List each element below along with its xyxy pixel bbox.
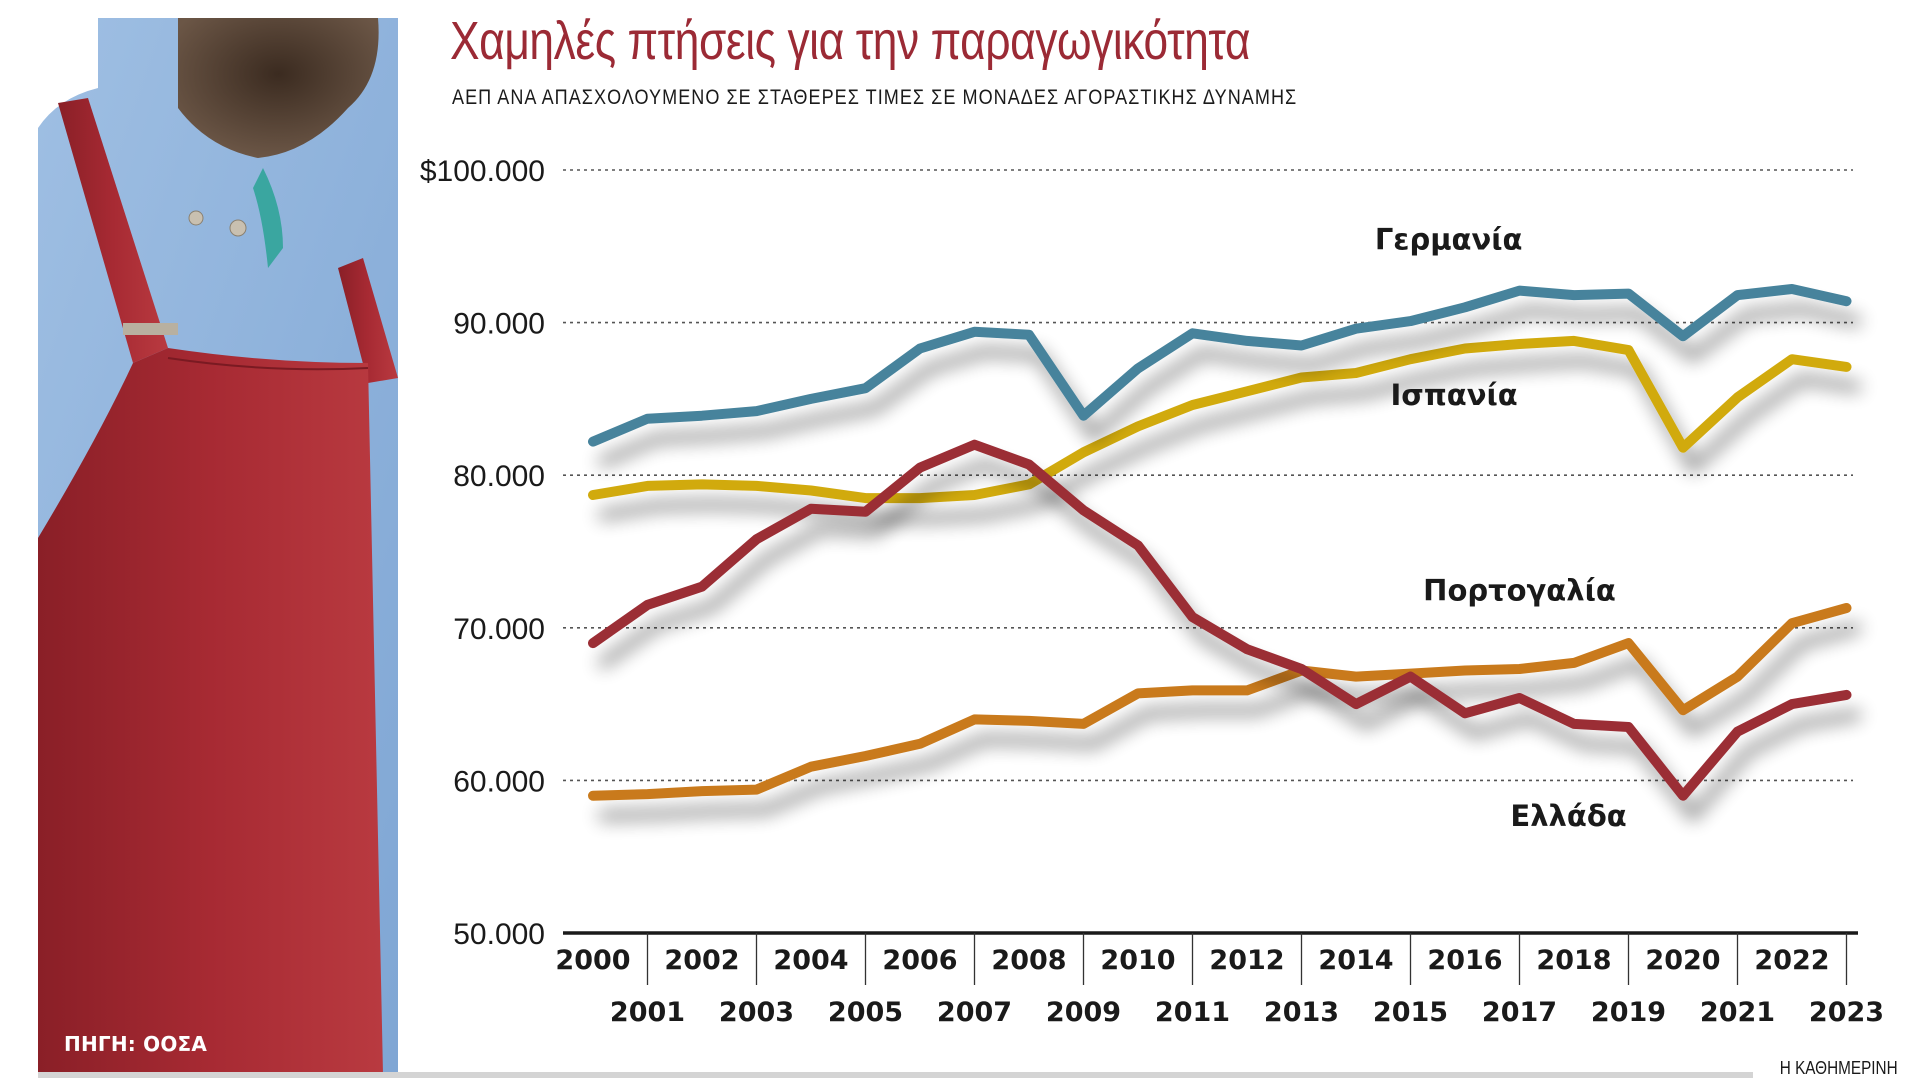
x-tick-label: 2001 [610,997,685,1028]
y-tick-label: $100.000 [420,155,545,188]
series-label-germany: Γερμανία [1375,222,1523,256]
x-tick-label: 2015 [1373,997,1448,1028]
x-tick-label: 2022 [1754,945,1829,976]
x-tick-label: 2016 [1427,945,1502,976]
x-tick-label: 2005 [828,997,903,1028]
x-tick-label: 2012 [1209,945,1284,976]
x-tick-label: 2007 [937,997,1012,1028]
series-labels: Γερμανία Ισπανία Πορτογαλία Ελλάδα [1375,222,1627,833]
x-tick-label: 2018 [1536,945,1611,976]
series-label-spain: Ισπανία [1390,378,1517,412]
series-line-greece [588,439,1852,801]
y-tick-label: 50.000 [453,918,545,951]
y-tick-label: 80.000 [453,460,545,493]
series-line-germany [588,284,1852,447]
series-label-greece: Ελλάδα [1510,799,1626,833]
x-tick-label: 2003 [719,997,794,1028]
y-axis-ticks: $100.000 90.000 80.000 70.000 60.000 50.000 [420,155,545,951]
apron-photo [38,18,398,1074]
publisher-brand: Η ΚΑΘΗΜΕΡΙΝΗ [1780,1058,1898,1078]
x-tick-label: 2021 [1700,997,1775,1028]
source-label: ΠΗΓΗ: ΟΟΣΑ [64,1032,208,1056]
x-tick-label: 2004 [773,945,848,976]
apron-illustration [38,18,398,1074]
x-axis: 2000 2001 2002 2003 2004 2005 2006 2007 2008 2009… [555,931,1884,1028]
x-tick-label: 2019 [1591,997,1666,1028]
x-tick-label: 2006 [882,945,957,976]
series-label-portugal: Πορτογαλία [1423,573,1616,607]
x-tick-label: 2008 [991,945,1066,976]
footer-divider [38,1072,1753,1078]
x-tick-label: 2009 [1046,997,1121,1028]
x-tick-label: 2011 [1155,997,1230,1028]
y-tick-label: 90.000 [453,308,545,341]
x-tick-label: 2014 [1318,945,1393,976]
x-tick-label: 2023 [1809,997,1884,1028]
x-tick-label: 2002 [664,945,739,976]
series-lines [588,284,1852,801]
series-line-spain [588,335,1852,504]
series-line-portugal [588,603,1852,801]
y-tick-label: 70.000 [453,613,545,646]
x-tick-label: 2017 [1482,997,1557,1028]
x-tick-label: 2010 [1100,945,1175,976]
chart-title: Χαμηλές πτήσεις για την παραγωγικότητα [450,11,1251,71]
chart-subtitle: ΑΕΠ ΑΝΑ ΑΠΑΣΧΟΛΟΥΜΕΝΟ ΣΕ ΣΤΑΘΕΡΕΣ ΤΙΜΕΣ … [452,86,1298,109]
x-tick-label: 2013 [1264,997,1339,1028]
x-tick-label: 2020 [1645,945,1720,976]
x-tick-label: 2000 [555,945,630,976]
y-tick-label: 60.000 [453,765,545,798]
